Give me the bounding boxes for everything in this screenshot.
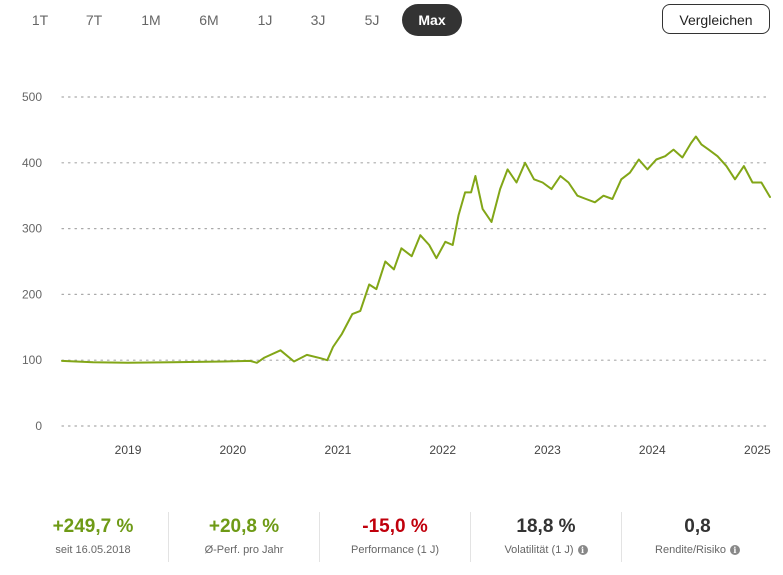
stat-value: +20,8 % (208, 516, 280, 537)
stat-annual-perf: +20,8 % Ø-Perf. pro Jahr (169, 512, 320, 562)
stat-value: +249,7 % (52, 516, 134, 537)
range-tabs: 1T 7T 1M 6M 1J 3J 5J Max (14, 4, 462, 36)
price-chart: 0 100 200 300 400 500 2019 2020 2021 2022 2023 202… (22, 90, 771, 457)
tab-5j[interactable]: 5J (364, 12, 380, 28)
stat-value: 18,8 % (516, 516, 576, 537)
stat-return-risk: 0,8 Rendite/Risiko i (622, 512, 773, 562)
chart-series (61, 135, 771, 364)
tab-1t[interactable]: 1T (31, 12, 49, 28)
stat-label: Performance (1 J) (350, 544, 440, 556)
tab-max[interactable]: Max (402, 4, 462, 36)
stat-total-return: +249,7 % seit 16.05.2018 (18, 512, 169, 562)
stat-value: -15,0 % (362, 516, 428, 537)
x-tick-label: 2019 (115, 443, 142, 457)
y-tick-label: 300 (22, 222, 42, 236)
chart-grid (61, 96, 771, 427)
stat-label: seit 16.05.2018 (55, 544, 131, 556)
compare-button[interactable]: Vergleichen (662, 4, 770, 34)
stat-label: Ø-Perf. pro Jahr (204, 544, 284, 556)
x-tick-label: 2024 (639, 443, 666, 457)
y-tick-label: 200 (22, 287, 42, 301)
tab-3j[interactable]: 3J (310, 12, 326, 28)
performance-stats: +249,7 % seit 16.05.2018 +20,8 % Ø-Perf.… (18, 512, 774, 562)
stat-volatility: 18,8 % Volatilität (1 J) i (471, 512, 622, 562)
y-tick-label: 0 (35, 419, 42, 433)
stat-performance-1y: -15,0 % Performance (1 J) (320, 512, 471, 562)
x-tick-label: 2025 (744, 443, 771, 457)
x-tick-label: 2023 (534, 443, 561, 457)
y-tick-label: 500 (22, 90, 42, 104)
x-tick-label: 2021 (325, 443, 352, 457)
x-tick-label: 2020 (219, 443, 246, 457)
tab-6m[interactable]: 6M (199, 12, 219, 28)
stat-label: Rendite/Risiko i (622, 542, 773, 558)
tab-1j[interactable]: 1J (257, 12, 273, 28)
tab-1m[interactable]: 1M (141, 12, 161, 28)
y-axis: 0 100 200 300 400 500 (22, 90, 42, 433)
stat-label: Volatilität (1 J) i (471, 542, 621, 558)
y-tick-label: 100 (22, 353, 42, 367)
info-icon[interactable]: i (577, 545, 588, 555)
info-icon[interactable]: i (729, 545, 740, 555)
x-axis: 2019 2020 2021 2022 2023 2024 2025 (115, 443, 771, 457)
stat-value: 0,8 (684, 516, 711, 537)
x-tick-label: 2022 (429, 443, 456, 457)
tab-7t[interactable]: 7T (85, 12, 103, 28)
series-line (61, 135, 771, 364)
y-tick-label: 400 (22, 156, 42, 170)
